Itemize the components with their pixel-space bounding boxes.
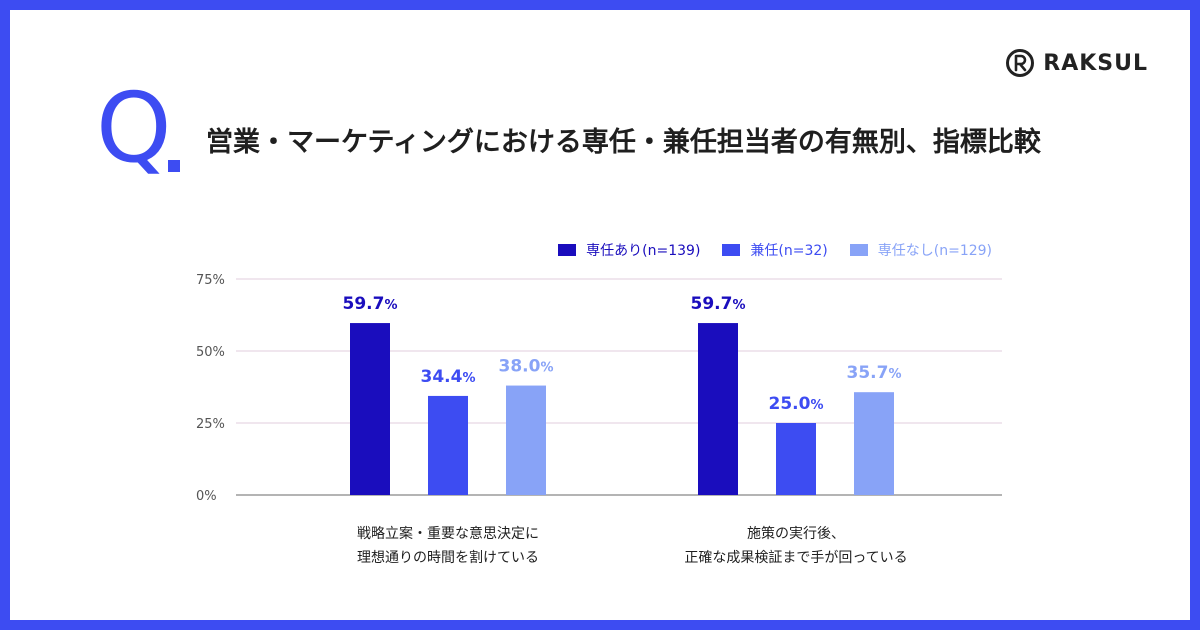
data-label: 35.7%: [847, 363, 902, 383]
question-dot: [168, 160, 180, 172]
data-label-unit: %: [540, 361, 553, 376]
legend-label: 専任あり(n=139): [586, 243, 701, 259]
data-label: 25.0%: [769, 394, 824, 414]
data-label: 38.0%: [499, 357, 554, 377]
data-label: 59.7%: [343, 294, 398, 314]
legend-swatch: [558, 244, 577, 256]
legend-label: 兼任(n=32): [750, 243, 828, 259]
y-tick-label: 50%: [196, 345, 225, 360]
brand-logo: RAKSUL: [1005, 48, 1148, 78]
y-tick-label: 0%: [196, 489, 217, 504]
data-label-unit: %: [810, 398, 823, 413]
bar: [350, 323, 390, 495]
legend-item-concurrent: 兼任(n=32): [722, 240, 828, 260]
bar: [506, 385, 546, 495]
data-label-unit: %: [888, 367, 901, 382]
question-mark: Q: [96, 72, 172, 184]
data-label-unit: %: [462, 371, 475, 386]
category-label-line: 施策の実行後、: [747, 526, 845, 542]
bar: [776, 423, 816, 495]
chart-legend: 専任あり(n=139) 兼任(n=32) 専任なし(n=129): [558, 240, 992, 260]
legend-item-none: 専任なし(n=129): [849, 240, 992, 260]
category-label-verification: 施策の実行後、 正確な成果検証まで手が回っている: [636, 522, 956, 570]
legend-item-dedicated: 専任あり(n=139): [558, 240, 700, 260]
brand-name: RAKSUL: [1043, 50, 1148, 76]
legend-swatch: [722, 244, 741, 256]
bar: [854, 392, 894, 495]
data-label: 34.4%: [421, 367, 476, 387]
category-label-line: 正確な成果検証まで手が回っている: [684, 550, 908, 566]
y-tick-label: 75%: [196, 273, 225, 288]
raksul-logo-icon: [1006, 49, 1035, 77]
category-label-strategy: 戦略立案・重要な意思決定に 理想通りの時間を割けている: [288, 522, 608, 570]
data-label-unit: %: [732, 298, 745, 313]
data-label-unit: %: [384, 298, 397, 313]
legend-swatch: [849, 244, 868, 256]
bar: [428, 395, 468, 495]
legend-label: 専任なし(n=129): [877, 243, 992, 259]
category-label-line: 戦略立案・重要な意思決定に: [357, 526, 539, 542]
y-tick-label: 25%: [196, 417, 225, 432]
page-title: 営業・マーケティングにおける専任・兼任担当者の有無別、指標比較: [206, 127, 1041, 158]
bar: [698, 323, 738, 495]
data-label: 59.7%: [691, 294, 746, 314]
category-label-line: 理想通りの時間を割けている: [357, 550, 539, 566]
